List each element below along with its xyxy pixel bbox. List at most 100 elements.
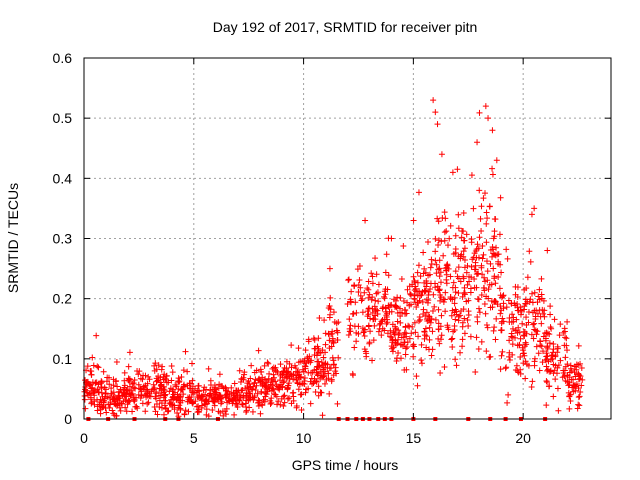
data-point	[361, 346, 368, 353]
data-point	[455, 264, 462, 271]
data-point	[425, 346, 432, 353]
data-point	[543, 350, 550, 357]
x-axis-label: GPS time / hours	[292, 457, 399, 473]
data-point	[522, 358, 529, 365]
data-point	[473, 271, 480, 278]
data-point	[495, 260, 502, 267]
data-point	[475, 296, 482, 303]
data-point	[443, 228, 450, 235]
data-point	[231, 411, 238, 418]
data-point	[369, 294, 376, 301]
data-point	[177, 405, 184, 412]
data-point	[217, 392, 224, 399]
data-point	[447, 222, 454, 229]
data-point	[461, 256, 468, 263]
data-point	[129, 380, 136, 387]
data-point	[113, 359, 120, 366]
data-point	[369, 305, 376, 312]
data-point	[427, 319, 434, 326]
data-point	[397, 319, 404, 326]
data-point	[262, 390, 269, 397]
data-point	[475, 254, 482, 261]
data-point	[95, 389, 102, 396]
data-point	[436, 340, 443, 347]
y-tick-label: 0.2	[53, 291, 73, 307]
data-point	[126, 398, 133, 405]
data-point	[112, 401, 119, 408]
data-point	[314, 343, 321, 350]
data-point	[375, 298, 382, 305]
x-tick-labels: 0 5 10 15 20	[80, 430, 531, 446]
data-point	[307, 378, 314, 385]
data-point	[371, 322, 378, 329]
data-point	[346, 325, 353, 332]
data-point	[444, 322, 451, 329]
data-point	[368, 270, 375, 277]
data-point	[443, 271, 450, 278]
data-point	[335, 319, 342, 326]
data-point	[315, 383, 322, 390]
data-point	[403, 366, 410, 373]
data-point	[312, 378, 319, 385]
data-point	[114, 383, 121, 390]
data-point	[414, 299, 421, 306]
data-point	[528, 383, 535, 390]
data-point	[459, 343, 466, 350]
data-point	[543, 377, 550, 384]
data-point	[400, 243, 407, 250]
data-point	[544, 352, 551, 359]
data-point	[542, 335, 549, 342]
data-point	[275, 398, 282, 405]
data-point	[323, 376, 330, 383]
data-point	[240, 392, 247, 399]
data-point	[392, 302, 399, 309]
data-point	[178, 374, 185, 381]
data-point	[430, 291, 437, 298]
data-point	[499, 315, 506, 322]
data-point	[491, 251, 498, 258]
data-point	[445, 326, 452, 333]
data-point	[144, 380, 151, 387]
data-point	[549, 349, 556, 356]
data-point	[255, 347, 262, 354]
data-point	[417, 292, 424, 299]
data-point	[422, 332, 429, 339]
data-point	[144, 392, 151, 399]
data-point	[329, 335, 336, 342]
data-point	[388, 345, 395, 352]
data-point	[436, 265, 443, 272]
data-point	[314, 350, 321, 357]
data-point	[498, 327, 505, 334]
data-point	[330, 357, 337, 364]
data-point	[373, 271, 380, 278]
data-point	[554, 385, 561, 392]
data-point	[499, 293, 506, 300]
data-point	[245, 397, 252, 404]
data-point	[295, 345, 302, 352]
data-point	[377, 320, 384, 327]
data-point	[160, 394, 167, 401]
data-point	[425, 238, 432, 245]
data-point	[491, 324, 498, 331]
data-point	[550, 370, 557, 377]
data-point	[508, 319, 515, 326]
data-point	[98, 378, 105, 385]
data-point	[106, 381, 113, 388]
data-point	[572, 381, 579, 388]
data-point	[134, 405, 141, 412]
data-point	[498, 352, 505, 359]
data-point	[326, 314, 333, 321]
data-point	[435, 286, 442, 293]
data-point	[538, 295, 545, 302]
data-point	[93, 332, 100, 339]
data-point	[575, 394, 582, 401]
data-point	[510, 314, 517, 321]
data-point	[483, 220, 490, 227]
data-point	[315, 372, 322, 379]
data-point	[536, 367, 543, 374]
data-point	[233, 401, 240, 408]
data-point	[232, 400, 239, 407]
data-point	[333, 327, 340, 334]
data-point	[503, 364, 510, 371]
data-point	[493, 157, 500, 164]
